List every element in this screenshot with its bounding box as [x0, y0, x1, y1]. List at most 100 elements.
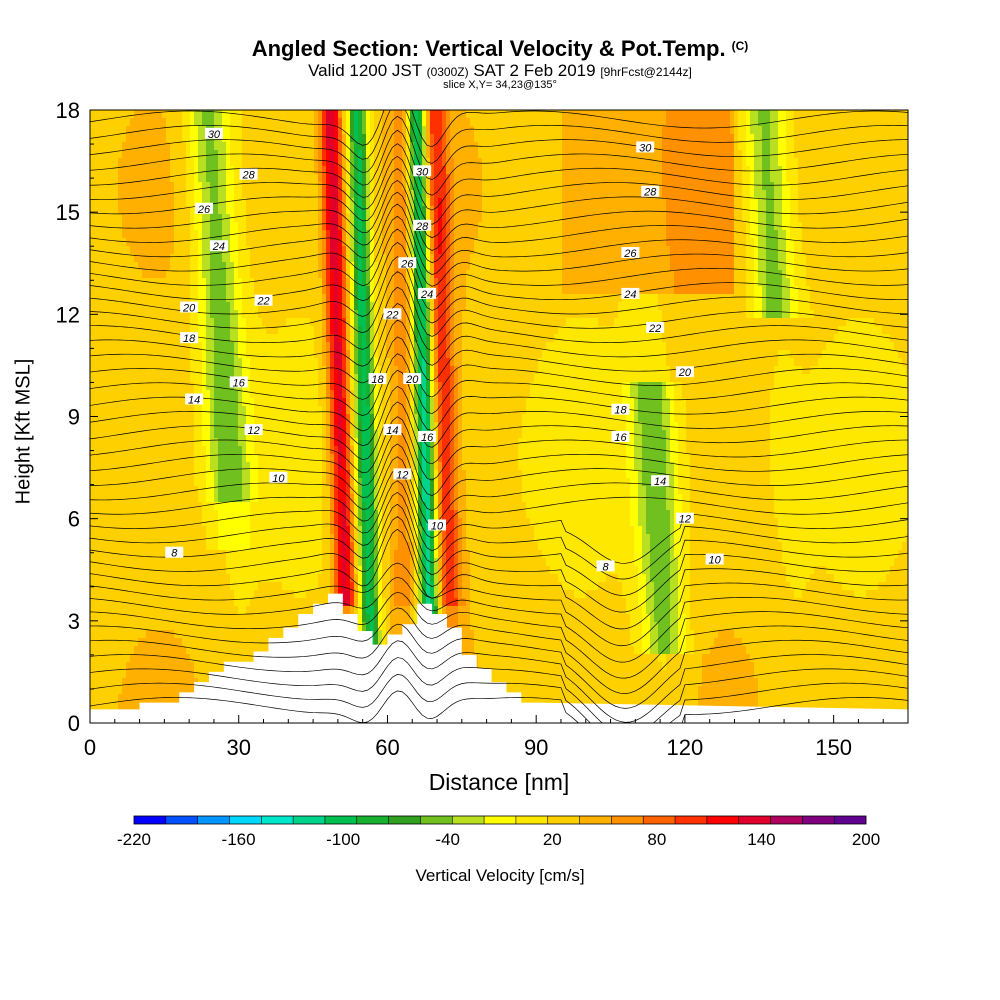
velocity-cell	[150, 214, 155, 223]
velocity-cell	[510, 214, 515, 223]
velocity-cell	[666, 198, 671, 207]
velocity-cell	[238, 182, 243, 191]
velocity-cell	[182, 118, 187, 127]
velocity-cell	[410, 166, 415, 175]
velocity-cell	[522, 206, 527, 215]
velocity-cell	[602, 262, 607, 271]
velocity-cell	[762, 238, 767, 247]
velocity-cell	[134, 294, 139, 303]
velocity-cell	[178, 134, 183, 143]
velocity-cell	[718, 118, 723, 127]
velocity-cell	[798, 158, 803, 167]
velocity-cell	[350, 278, 355, 287]
velocity-cell	[766, 174, 771, 183]
velocity-cell	[354, 254, 359, 263]
velocity-cell	[558, 118, 563, 127]
valid-time-line: Valid 1200 JST (0300Z) SAT 2 Feb 2019 [9…	[0, 61, 1000, 81]
velocity-cell	[234, 262, 239, 271]
velocity-cell	[154, 230, 159, 239]
velocity-cell	[474, 158, 479, 167]
velocity-cell	[746, 118, 751, 127]
velocity-cell	[774, 214, 779, 223]
velocity-cell	[166, 254, 171, 263]
velocity-cell	[218, 198, 223, 207]
velocity-cell	[642, 230, 647, 239]
velocity-cell	[470, 182, 475, 191]
velocity-cell	[902, 118, 907, 127]
velocity-cell	[506, 150, 511, 159]
velocity-cell	[410, 110, 415, 119]
velocity-cell	[502, 254, 507, 263]
velocity-cell	[786, 150, 791, 159]
velocity-cell	[690, 198, 695, 207]
velocity-cell	[874, 190, 879, 199]
velocity-cell	[238, 294, 243, 303]
velocity-cell	[154, 118, 159, 127]
velocity-cell	[406, 190, 411, 199]
velocity-cell	[682, 254, 687, 263]
velocity-cell	[462, 110, 467, 119]
velocity-cell	[114, 134, 119, 143]
velocity-cell	[374, 222, 379, 231]
velocity-cell	[710, 166, 715, 175]
velocity-cell	[126, 238, 131, 247]
velocity-cell	[742, 166, 747, 175]
velocity-cell	[718, 270, 723, 279]
velocity-cell	[90, 254, 95, 263]
velocity-cell	[190, 238, 195, 247]
velocity-cell	[374, 286, 379, 295]
velocity-cell	[170, 238, 175, 247]
velocity-cell	[158, 142, 163, 151]
velocity-cell	[886, 214, 891, 223]
velocity-cell	[258, 214, 263, 223]
velocity-cell	[458, 126, 463, 135]
velocity-cell	[306, 294, 311, 303]
velocity-cell	[538, 118, 543, 127]
velocity-cell	[658, 230, 663, 239]
velocity-cell	[310, 286, 315, 295]
velocity-cell	[310, 230, 315, 239]
velocity-cell	[754, 246, 759, 255]
velocity-cell	[402, 118, 407, 127]
velocity-cell	[326, 134, 331, 143]
velocity-cell	[374, 190, 379, 199]
velocity-cell	[614, 166, 619, 175]
velocity-cell	[810, 126, 815, 135]
velocity-cell	[202, 166, 207, 175]
velocity-cell	[266, 278, 271, 287]
velocity-cell	[154, 254, 159, 263]
velocity-cell	[258, 182, 263, 191]
velocity-cell	[354, 214, 359, 223]
velocity-cell	[198, 262, 203, 271]
velocity-cell	[346, 230, 351, 239]
velocity-cell	[446, 150, 451, 159]
velocity-cell	[502, 126, 507, 135]
velocity-cell	[446, 270, 451, 279]
velocity-cell	[678, 254, 683, 263]
velocity-cell	[598, 158, 603, 167]
velocity-cell	[294, 190, 299, 199]
velocity-cell	[874, 214, 879, 223]
velocity-cell	[538, 270, 543, 279]
velocity-cell	[758, 230, 763, 239]
velocity-cell	[866, 222, 871, 231]
velocity-cell	[538, 206, 543, 215]
velocity-cell	[802, 254, 807, 263]
velocity-cell	[790, 230, 795, 239]
velocity-cell	[402, 294, 407, 303]
velocity-cell	[566, 238, 571, 247]
velocity-cell	[354, 206, 359, 215]
velocity-cell	[858, 254, 863, 263]
velocity-cell	[514, 246, 519, 255]
velocity-cell	[838, 198, 843, 207]
velocity-cell	[634, 134, 639, 143]
velocity-cell	[146, 158, 151, 167]
velocity-cell	[254, 246, 259, 255]
velocity-cell	[158, 286, 163, 295]
velocity-cell	[658, 174, 663, 183]
velocity-cell	[654, 118, 659, 127]
velocity-cell	[518, 190, 523, 199]
velocity-cell	[358, 222, 363, 231]
velocity-cell	[814, 230, 819, 239]
velocity-cell	[686, 182, 691, 191]
